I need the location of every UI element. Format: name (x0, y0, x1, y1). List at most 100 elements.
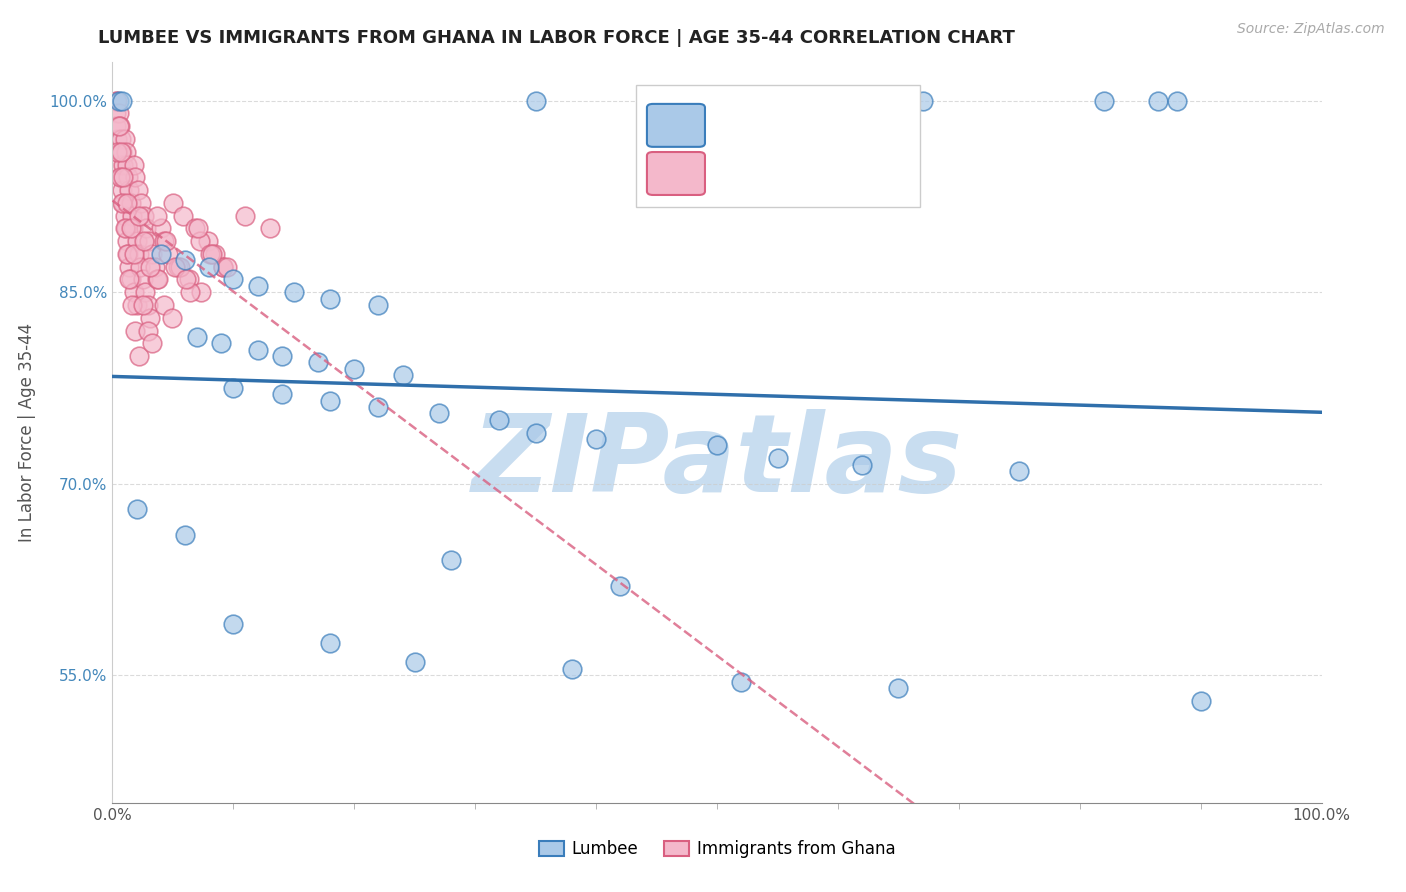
Point (120, 195, 142, 210)
Point (319, 292, 342, 306)
Point (222, 272, 245, 286)
Point (488, 413, 510, 427)
Point (131, 195, 153, 210)
Text: 0.388: 0.388 (762, 116, 818, 135)
Point (141, 336, 163, 351)
Point (111, 183, 134, 197)
Point (730, 674, 752, 689)
Point (186, 330, 208, 344)
Point (129, 260, 152, 274)
Point (115, 234, 138, 248)
Point (125, 298, 148, 312)
Point (153, 234, 176, 248)
Point (110, 170, 132, 185)
Legend: Lumbee, Immigrants from Ghana: Lumbee, Immigrants from Ghana (531, 833, 903, 865)
Point (121, 209, 143, 223)
Point (122, 247, 145, 261)
Point (166, 260, 188, 274)
Point (112, 157, 135, 171)
Point (118, 260, 141, 274)
Point (524, 425, 547, 440)
Point (115, 247, 138, 261)
Point (1189, 694, 1212, 708)
Point (110, 145, 132, 159)
Point (108, 157, 131, 171)
Point (440, 553, 463, 567)
Point (270, 349, 292, 363)
Text: N =: N = (838, 116, 877, 135)
Point (146, 272, 169, 286)
Point (105, 120, 128, 134)
Point (259, 221, 281, 235)
Point (136, 298, 159, 312)
Point (149, 221, 172, 235)
Text: 0.071: 0.071 (762, 164, 818, 183)
Text: 45: 45 (886, 116, 911, 135)
Point (134, 285, 156, 300)
Point (117, 170, 139, 185)
Point (107, 94, 129, 108)
Point (141, 247, 163, 261)
Point (108, 120, 131, 134)
Point (114, 209, 136, 223)
Point (135, 221, 157, 235)
Point (117, 247, 139, 261)
Point (174, 527, 197, 541)
Point (190, 285, 212, 300)
Point (524, 94, 547, 108)
Point (153, 298, 176, 312)
Point (246, 278, 269, 293)
Point (146, 209, 169, 223)
Point (766, 451, 789, 466)
Point (148, 272, 170, 286)
Point (111, 195, 134, 210)
Text: R =: R = (713, 116, 752, 135)
Point (110, 132, 132, 146)
Point (118, 183, 141, 197)
Point (114, 221, 136, 235)
Point (1092, 94, 1115, 108)
Text: R =: R = (713, 164, 752, 183)
Point (319, 636, 342, 650)
Point (911, 94, 934, 108)
Point (367, 298, 389, 312)
Point (307, 355, 329, 369)
Point (319, 393, 342, 408)
Point (391, 368, 413, 383)
FancyBboxPatch shape (636, 85, 920, 207)
Point (201, 247, 224, 261)
Text: 98: 98 (886, 164, 911, 183)
Point (367, 400, 389, 414)
Point (122, 285, 145, 300)
Point (132, 298, 155, 312)
Text: Source: ZipAtlas.com: Source: ZipAtlas.com (1237, 22, 1385, 37)
Point (165, 260, 187, 274)
Point (200, 247, 222, 261)
Point (105, 145, 128, 159)
Text: LUMBEE VS IMMIGRANTS FROM GHANA IN LABOR FORCE | AGE 35-44 CORRELATION CHART: LUMBEE VS IMMIGRANTS FROM GHANA IN LABOR… (98, 29, 1015, 46)
Point (155, 234, 177, 248)
Point (139, 260, 162, 274)
Point (138, 234, 160, 248)
Point (105, 94, 128, 108)
Point (609, 579, 631, 593)
Point (115, 157, 138, 171)
Point (107, 106, 129, 120)
Point (235, 209, 257, 223)
Point (120, 221, 142, 235)
Point (1166, 94, 1188, 108)
Point (887, 681, 910, 695)
Point (149, 247, 172, 261)
Point (115, 195, 138, 210)
Text: ZIPatlas: ZIPatlas (471, 409, 963, 516)
Point (177, 272, 200, 286)
Point (111, 94, 134, 108)
FancyBboxPatch shape (647, 152, 704, 195)
Point (174, 272, 197, 286)
Text: N =: N = (838, 164, 877, 183)
Point (160, 310, 183, 325)
Point (128, 209, 150, 223)
Point (107, 145, 129, 159)
Point (112, 170, 135, 185)
Point (125, 502, 148, 516)
